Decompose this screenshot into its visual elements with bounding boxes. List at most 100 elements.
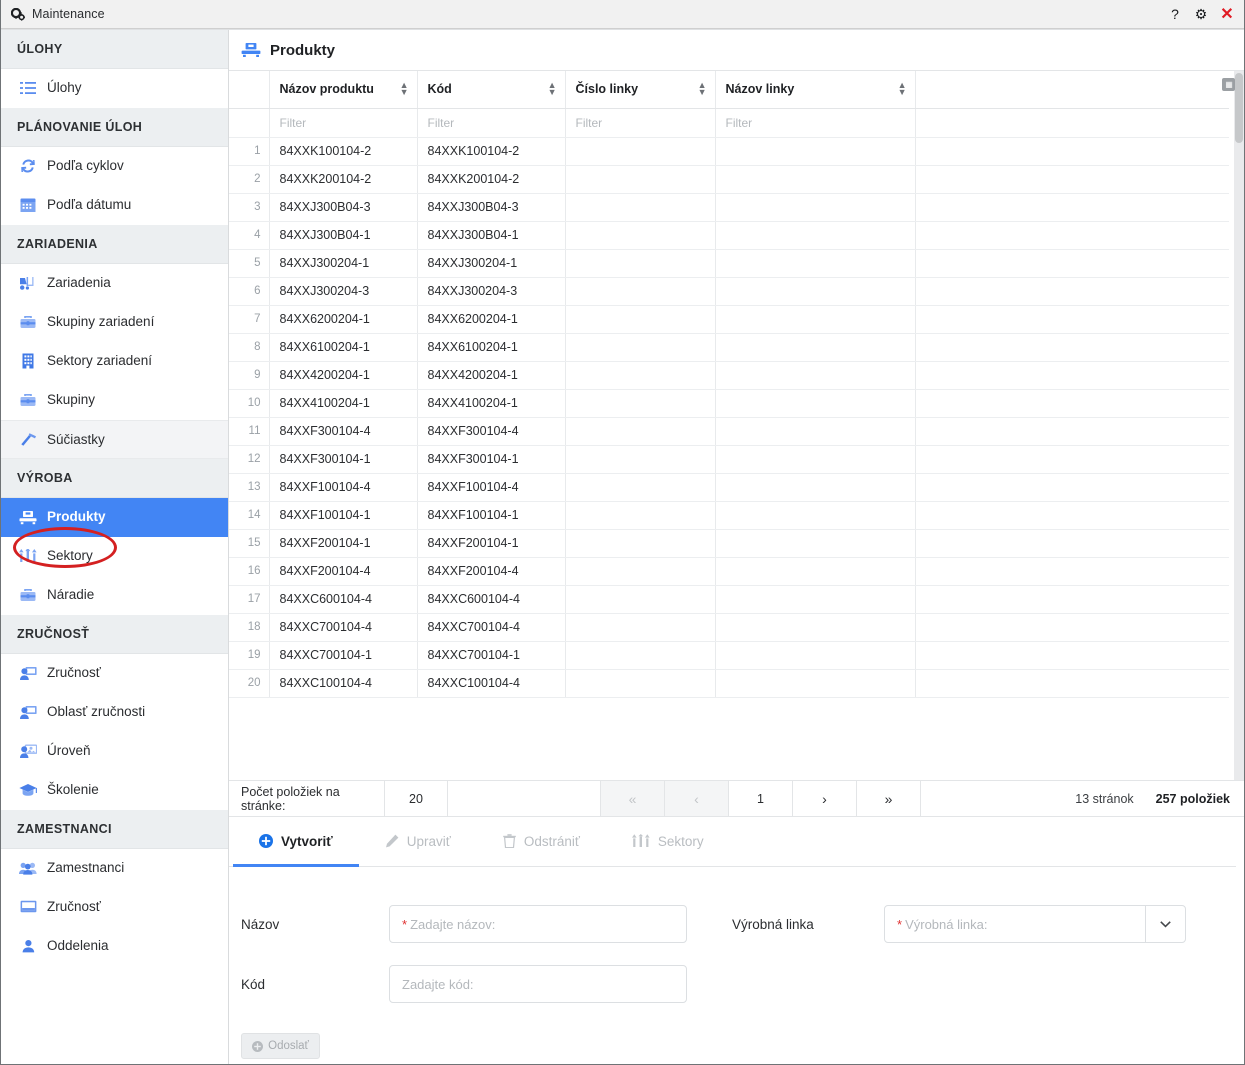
sort-icon[interactable]: ▲ ▼ <box>399 80 409 98</box>
current-page-input[interactable]: 1 <box>729 781 793 816</box>
table-row[interactable]: 20 84XXC100104-4 84XXC100104-4 <box>229 669 1229 698</box>
table-row[interactable]: 1 84XXK100104-2 84XXK100104-2 <box>229 137 1229 166</box>
sidebar-item-label: Oblasť zručnosti <box>47 704 146 720</box>
sidebar-item-zariadenia[interactable]: Zariadenia <box>1 264 228 303</box>
sidebar-item-skupiny[interactable]: Skupiny <box>1 381 228 420</box>
sidebar-item-zrucnost[interactable]: Zručnosť <box>1 654 228 693</box>
table-row[interactable]: 12 84XXF300104-1 84XXF300104-1 <box>229 445 1229 474</box>
sidebar-item-oblast-zrucnosti[interactable]: Oblasť zručnosti <box>1 693 228 732</box>
sidebar-item-naradie[interactable]: Náradie <box>1 576 228 615</box>
tab-vytvorit[interactable]: Vytvoriť <box>233 818 359 867</box>
filter-input-kod[interactable]: Filter <box>417 108 566 138</box>
last-page-button[interactable]: » <box>857 781 921 816</box>
filter-input-nazov-linky[interactable]: Filter <box>715 108 916 138</box>
sidebar-item-skupiny-zariadeni[interactable]: Skupiny zariadení <box>1 303 228 342</box>
cell-nazov-produktu: 84XXC700104-1 <box>269 641 418 670</box>
hammer-icon <box>19 431 37 449</box>
row-index: 17 <box>229 585 270 614</box>
sidebar-item-zamestnanci[interactable]: Zamestnanci <box>1 849 228 888</box>
product-icon <box>19 508 37 526</box>
table-row[interactable]: 13 84XXF100104-4 84XXF100104-4 <box>229 473 1229 502</box>
table-row[interactable]: 17 84XXC600104-4 84XXC600104-4 <box>229 585 1229 614</box>
cell-nazov-produktu: 84XXK200104-2 <box>269 165 418 194</box>
sidebar-item-uroven[interactable]: Úroveň <box>1 732 228 771</box>
sidebar-item-label: Úroveň <box>47 743 91 759</box>
sidebar-item-sektory-zariadeni[interactable]: Sektory zariadení <box>1 342 228 381</box>
code-input[interactable]: Zadajte kód: <box>389 965 687 1003</box>
table-row[interactable]: 8 84XX6100204-1 84XX6100204-1 <box>229 333 1229 362</box>
table-row[interactable]: 10 84XX4100204-1 84XX4100204-1 <box>229 389 1229 418</box>
sidebar-item-podla-datumu[interactable]: Podľa dátumu <box>1 186 228 225</box>
table-row[interactable]: 2 84XXK200104-2 84XXK200104-2 <box>229 165 1229 194</box>
first-page-button[interactable]: « <box>601 781 665 816</box>
next-page-button[interactable]: › <box>793 781 857 816</box>
submit-button[interactable]: Odoslať <box>241 1033 320 1059</box>
cell-nazov-linky <box>715 277 916 306</box>
required-marker: * <box>897 916 903 932</box>
sidebar-item-produkty[interactable]: Produkty <box>1 498 228 537</box>
tab-odstranit[interactable]: Odstrániť <box>477 818 606 867</box>
tab-upravit[interactable]: Upraviť <box>359 818 477 867</box>
chevron-down-icon[interactable] <box>1145 906 1185 942</box>
sidebar-item-ulohy[interactable]: Úlohy <box>1 69 228 108</box>
code-field-label: Kód <box>241 976 266 992</box>
cell-nazov-produktu: 84XX6200204-1 <box>269 305 418 334</box>
column-header-nazov-linky[interactable]: Názov linky ▲ ▼ <box>715 71 916 109</box>
previous-page-button[interactable]: ‹ <box>665 781 729 816</box>
row-index: 12 <box>229 445 270 474</box>
row-index: 2 <box>229 165 270 194</box>
table-head: Názov produktu ▲ ▼ Kód ▲ ▼ Číslo linky ▲ ▼ <box>229 71 1229 138</box>
production-line-select[interactable]: * Výrobná linka: <box>884 905 1186 943</box>
grid-vertical-scrollbar[interactable] <box>1234 71 1244 780</box>
pagination-bar: Počet položiek na stránke: 20 « ‹ 1 › » … <box>229 781 1244 817</box>
sidebar-item-oddelenia[interactable]: Oddelenia <box>1 927 228 966</box>
row-index: 10 <box>229 389 270 418</box>
sidebar-item-skolenie[interactable]: Školenie <box>1 771 228 810</box>
table-row[interactable]: 7 84XX6200204-1 84XX6200204-1 <box>229 305 1229 334</box>
sort-icon[interactable]: ▲ ▼ <box>897 80 907 98</box>
help-button[interactable]: ? <box>1162 1 1188 27</box>
columns-icon[interactable]: ▦ <box>1222 78 1235 91</box>
sidebar-item-suciastky[interactable]: Súčiastky <box>1 420 228 459</box>
sidebar-item-podla-cyklov[interactable]: Podľa cyklov <box>1 147 228 186</box>
production-line-select-value: * Výrobná linka: <box>885 917 1145 932</box>
scrollbar-thumb[interactable] <box>1235 73 1243 143</box>
sidebar-item-zrucnost-zamestnanci[interactable]: Zručnosť <box>1 888 228 927</box>
cell-filler <box>915 585 1229 614</box>
sort-icon[interactable]: ▲ ▼ <box>697 80 707 98</box>
column-header-label: Názov produktu <box>279 82 374 97</box>
table-row[interactable]: 5 84XXJ300204-1 84XXJ300204-1 <box>229 249 1229 278</box>
sort-icon[interactable]: ▲ ▼ <box>547 80 557 98</box>
cell-kod: 84XXJ300B04-3 <box>417 193 566 222</box>
cell-nazov-linky <box>715 305 916 334</box>
table-row[interactable]: 6 84XXJ300204-3 84XXJ300204-3 <box>229 277 1229 306</box>
name-input[interactable]: * Zadajte názov: <box>389 905 687 943</box>
column-header-kod[interactable]: Kód ▲ ▼ <box>417 71 566 109</box>
page-size-selector[interactable]: 20 <box>385 781 448 816</box>
table-row[interactable]: 15 84XXF200104-1 84XXF200104-1 <box>229 529 1229 558</box>
sidebar-item-sektory[interactable]: Sektory <box>1 537 228 576</box>
column-header-cislo-linky[interactable]: Číslo linky ▲ ▼ <box>565 71 716 109</box>
cell-filler <box>915 417 1229 446</box>
cell-nazov-linky <box>715 249 916 278</box>
table-row[interactable]: 9 84XX4200204-1 84XX4200204-1 <box>229 361 1229 390</box>
close-button[interactable]: ✕ <box>1214 1 1240 27</box>
table-row[interactable]: 4 84XXJ300B04-1 84XXJ300B04-1 <box>229 221 1229 250</box>
cell-nazov-produktu: 84XXJ300204-3 <box>269 277 418 306</box>
settings-button[interactable]: ⚙ <box>1188 1 1214 27</box>
filter-input-cislo-linky[interactable]: Filter <box>565 108 716 138</box>
cell-cislo-linky <box>565 249 716 278</box>
table-row[interactable]: 18 84XXC700104-4 84XXC700104-4 <box>229 613 1229 642</box>
filter-input-nazov-produktu[interactable]: Filter <box>269 108 418 138</box>
table-row[interactable]: 16 84XXF200104-4 84XXF200104-4 <box>229 557 1229 586</box>
table-row[interactable]: 19 84XXC700104-1 84XXC700104-1 <box>229 641 1229 670</box>
cell-filler <box>915 473 1229 502</box>
tab-sektory[interactable]: Sektory <box>606 818 730 867</box>
person-icon <box>19 937 37 955</box>
column-header-nazov-produktu[interactable]: Názov produktu ▲ ▼ <box>269 71 418 109</box>
table-row[interactable]: 14 84XXF100104-1 84XXF100104-1 <box>229 501 1229 530</box>
data-grid: ▦ Názov produktu ▲ ▼ <box>229 70 1244 781</box>
table-row[interactable]: 3 84XXJ300B04-3 84XXJ300B04-3 <box>229 193 1229 222</box>
table-row[interactable]: 11 84XXF300104-4 84XXF300104-4 <box>229 417 1229 446</box>
page-header: Produkty <box>229 30 1244 70</box>
